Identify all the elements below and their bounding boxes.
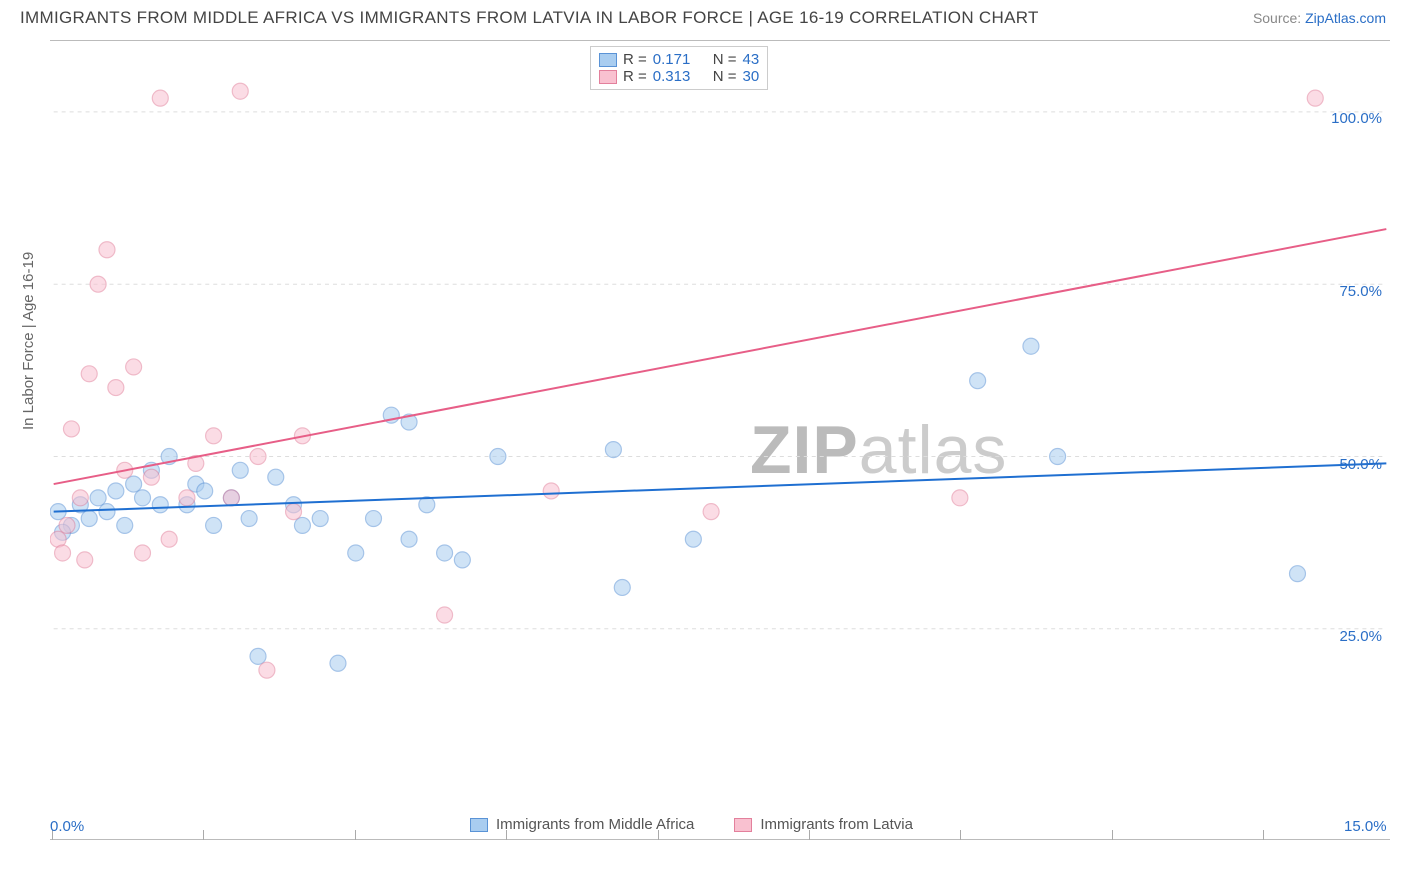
y-axis-label: In Labor Force | Age 16-19 (20, 252, 37, 430)
data-point (614, 579, 630, 595)
data-point (90, 276, 106, 292)
trend-line (54, 463, 1387, 511)
data-point (1023, 338, 1039, 354)
data-point (197, 483, 213, 499)
data-point (401, 531, 417, 547)
x-tick (1112, 830, 1113, 840)
y-axis-label: 25.0% (1339, 628, 1382, 645)
data-point (90, 490, 106, 506)
data-point (1290, 566, 1306, 582)
r-value: 0.313 (653, 68, 707, 85)
x-tick (1263, 830, 1264, 840)
data-point (330, 655, 346, 671)
data-point (135, 545, 151, 561)
scatter-plot-svg (50, 41, 1390, 839)
source-prefix: Source: (1253, 10, 1305, 26)
data-point (179, 490, 195, 506)
series-legend: Immigrants from Middle Africa Immigrants… (470, 816, 913, 833)
data-point (108, 483, 124, 499)
data-point (268, 469, 284, 485)
data-point (77, 552, 93, 568)
legend-swatch (734, 818, 752, 832)
n-label: N = (713, 68, 737, 85)
r-value: 0.171 (653, 51, 707, 68)
n-value: 43 (743, 51, 760, 68)
x-tick (658, 830, 659, 840)
source-attribution: Source: ZipAtlas.com (1253, 10, 1386, 26)
data-point (1050, 449, 1066, 465)
data-point (232, 462, 248, 478)
data-point (685, 531, 701, 547)
data-point (152, 90, 168, 106)
data-point (241, 511, 257, 527)
data-point (55, 545, 71, 561)
data-point (126, 476, 142, 492)
data-point (223, 490, 239, 506)
data-point (152, 497, 168, 513)
chart-area: ZIPatlas R = 0.171 N = 43 R = 0.313 N = … (50, 40, 1390, 840)
data-point (286, 504, 302, 520)
data-point (63, 421, 79, 437)
data-point (81, 366, 97, 382)
x-axis-label: 0.0% (50, 818, 84, 835)
data-point (206, 517, 222, 533)
legend-stat-row: R = 0.313 N = 30 (599, 68, 759, 85)
y-axis-label: 75.0% (1339, 283, 1382, 300)
data-point (952, 490, 968, 506)
data-point (294, 517, 310, 533)
data-point (366, 511, 382, 527)
x-tick (506, 830, 507, 840)
y-axis-label: 100.0% (1331, 110, 1382, 127)
data-point (232, 83, 248, 99)
data-point (143, 469, 159, 485)
data-point (250, 449, 266, 465)
data-point (72, 490, 88, 506)
data-point (454, 552, 470, 568)
data-point (348, 545, 364, 561)
data-point (108, 380, 124, 396)
data-point (1307, 90, 1323, 106)
data-point (490, 449, 506, 465)
data-point (59, 517, 75, 533)
data-point (161, 531, 177, 547)
x-tick (809, 830, 810, 840)
data-point (605, 442, 621, 458)
source-link[interactable]: ZipAtlas.com (1305, 10, 1386, 26)
legend-stat-row: R = 0.171 N = 43 (599, 51, 759, 68)
r-label: R = (623, 68, 647, 85)
legend-swatch (470, 818, 488, 832)
legend-series-label: Immigrants from Latvia (760, 816, 913, 833)
data-point (99, 242, 115, 258)
data-point (543, 483, 559, 499)
legend-series-item: Immigrants from Latvia (734, 816, 913, 833)
data-point (437, 607, 453, 623)
data-point (259, 662, 275, 678)
legend-series-label: Immigrants from Middle Africa (496, 816, 694, 833)
data-point (312, 511, 328, 527)
data-point (135, 490, 151, 506)
legend-swatch (599, 53, 617, 67)
x-tick (960, 830, 961, 840)
data-point (126, 359, 142, 375)
data-point (99, 504, 115, 520)
x-tick (203, 830, 204, 840)
data-point (703, 504, 719, 520)
trend-line (54, 229, 1387, 484)
n-value: 30 (743, 68, 760, 85)
legend-swatch (599, 70, 617, 84)
data-point (117, 517, 133, 533)
data-point (970, 373, 986, 389)
y-axis-label: 50.0% (1339, 456, 1382, 473)
n-label: N = (713, 51, 737, 68)
chart-title: IMMIGRANTS FROM MIDDLE AFRICA VS IMMIGRA… (20, 8, 1039, 28)
x-tick (355, 830, 356, 840)
correlation-legend: R = 0.171 N = 43 R = 0.313 N = 30 (590, 46, 768, 90)
data-point (206, 428, 222, 444)
data-point (81, 511, 97, 527)
data-point (437, 545, 453, 561)
data-point (250, 648, 266, 664)
legend-series-item: Immigrants from Middle Africa (470, 816, 694, 833)
r-label: R = (623, 51, 647, 68)
x-axis-label: 15.0% (1344, 818, 1387, 835)
